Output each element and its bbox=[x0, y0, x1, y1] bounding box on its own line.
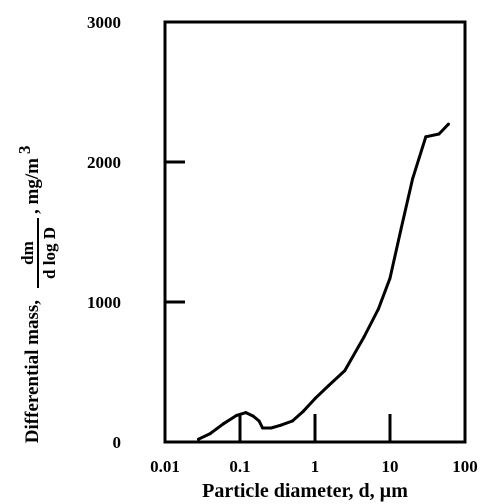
x-axis-title: Particle diameter, d, µm bbox=[202, 480, 408, 502]
data-point bbox=[446, 122, 450, 126]
data-point bbox=[261, 426, 265, 430]
data-point bbox=[235, 413, 239, 417]
y-axis-title-fraction-numerator: dm bbox=[18, 241, 37, 265]
y-axis-title-fraction-denominator: d log D bbox=[40, 227, 59, 279]
x-tick-label: 0.01 bbox=[150, 457, 180, 476]
data-point bbox=[326, 384, 330, 388]
data-point bbox=[251, 414, 255, 418]
data-point bbox=[362, 335, 366, 339]
data-point bbox=[388, 276, 392, 280]
x-tick-label: 1 bbox=[311, 457, 320, 476]
data-point bbox=[424, 135, 428, 139]
data-point bbox=[244, 411, 248, 415]
axis-ticks bbox=[165, 160, 392, 442]
y-axis-title-unit-superscript: 3 bbox=[15, 146, 34, 155]
data-point bbox=[437, 132, 441, 136]
data-point bbox=[221, 422, 225, 426]
y-axis-title: Differential mass, dm d log D , mg/m 3 bbox=[15, 146, 59, 444]
data-point bbox=[313, 397, 317, 401]
plot-frame bbox=[163, 20, 467, 444]
y-tick-label: 2000 bbox=[87, 153, 121, 172]
data-point bbox=[208, 432, 212, 436]
data-point bbox=[399, 227, 403, 231]
x-tick-label: 10 bbox=[382, 457, 399, 476]
data-point bbox=[376, 307, 380, 311]
data-point bbox=[257, 419, 261, 423]
y-tick-label: 0 bbox=[113, 433, 122, 452]
data-point bbox=[279, 423, 283, 427]
data-point bbox=[197, 437, 200, 441]
data-point bbox=[411, 177, 415, 181]
data-point bbox=[343, 369, 347, 373]
y-tick-label: 1000 bbox=[87, 293, 121, 312]
data-series-line bbox=[197, 122, 450, 441]
data-point bbox=[269, 426, 273, 430]
x-tick-label: 100 bbox=[452, 457, 478, 476]
data-point bbox=[301, 409, 305, 413]
y-tick-label: 3000 bbox=[87, 13, 121, 32]
y-axis-title-unit: , mg/m bbox=[22, 158, 43, 214]
data-point bbox=[290, 419, 294, 423]
y-axis-title-prefix: Differential mass, bbox=[22, 300, 43, 443]
x-tick-label: 0.1 bbox=[229, 457, 250, 476]
data-points bbox=[197, 122, 450, 441]
